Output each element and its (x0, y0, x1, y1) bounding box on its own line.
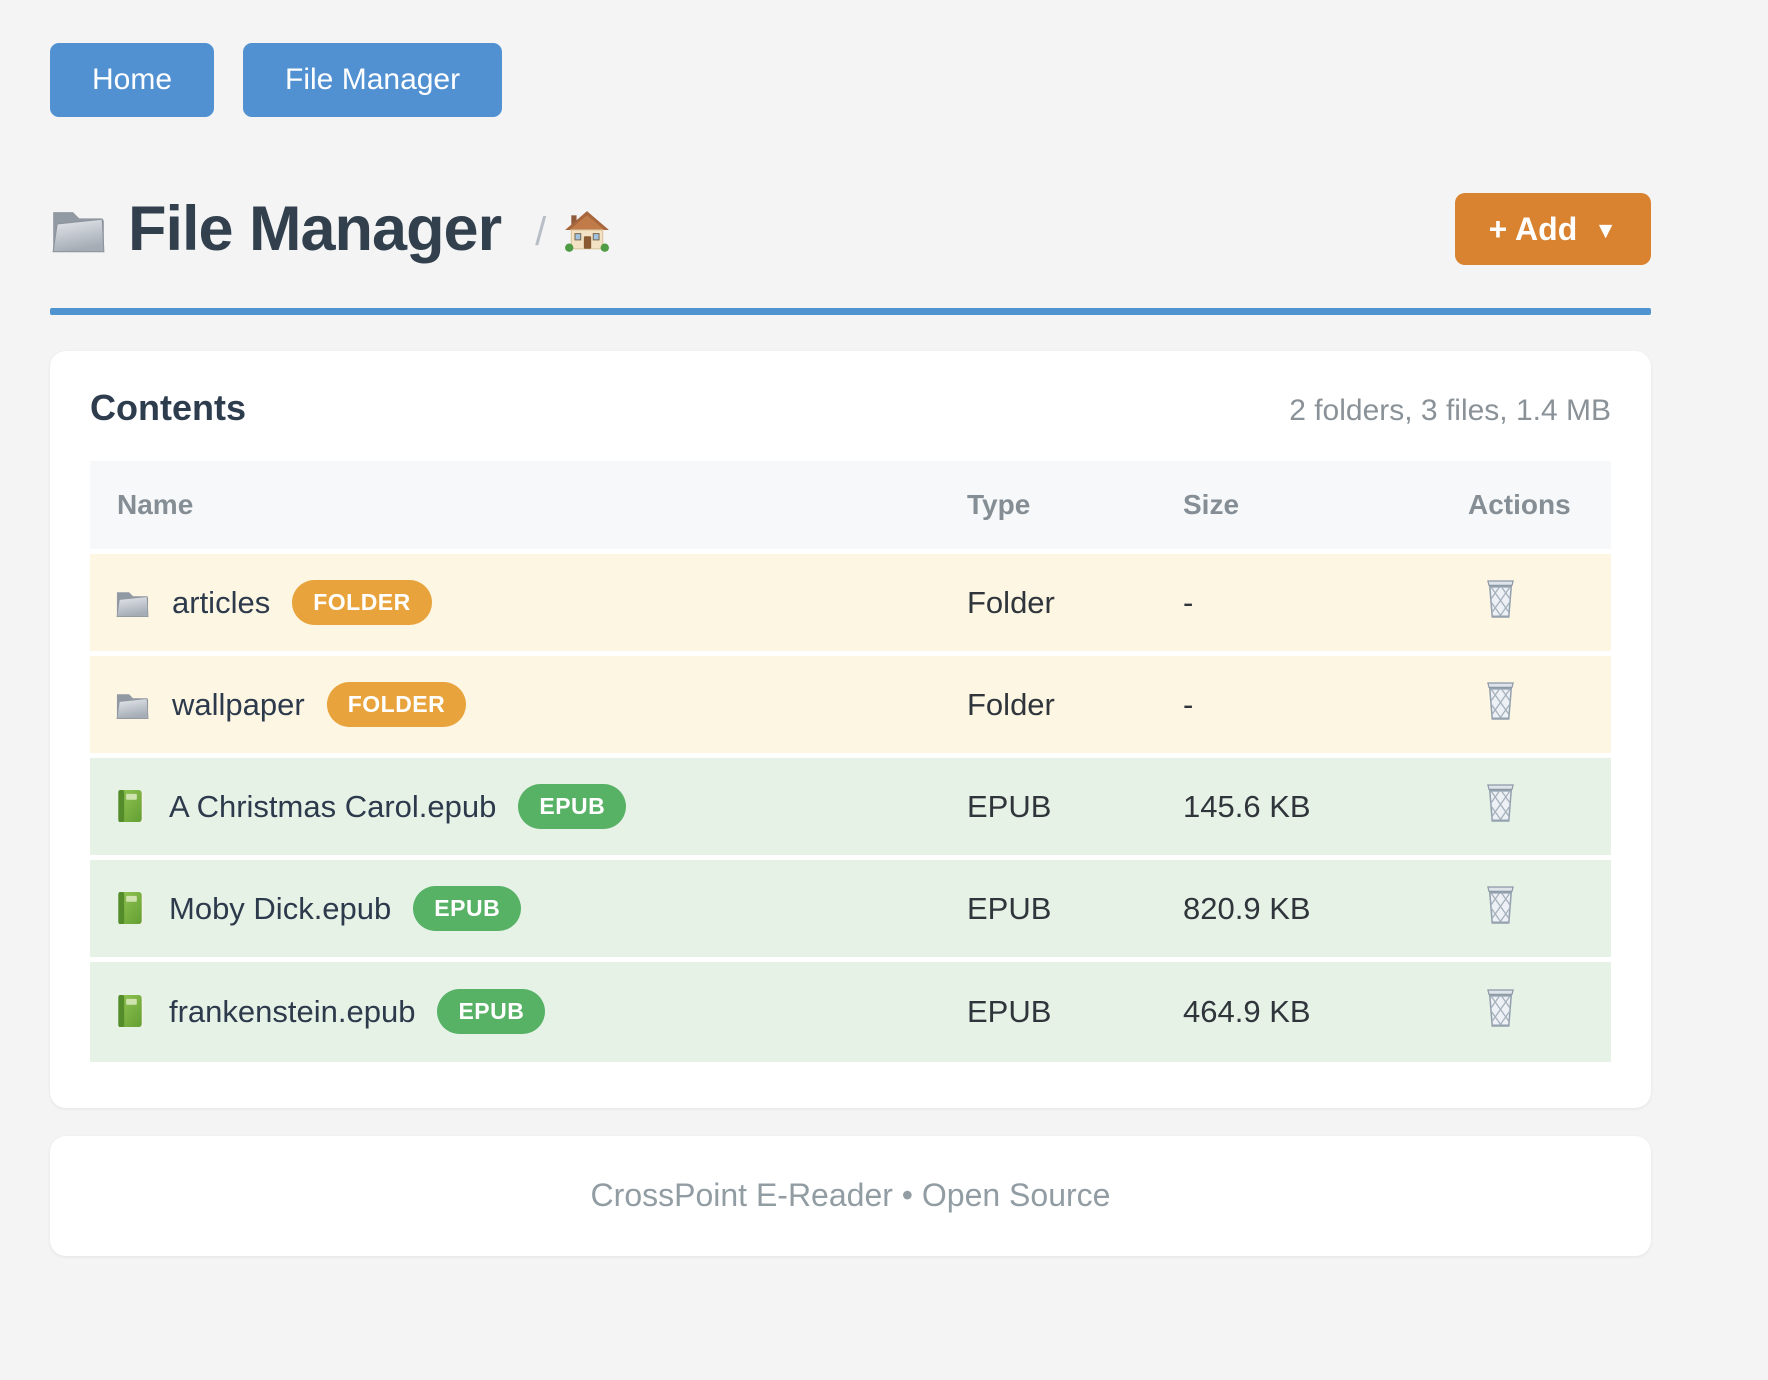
column-header-name: Name (90, 461, 967, 552)
row-type-icon (115, 689, 150, 721)
table-row: frankenstein.epub EPUB EPUB 464.9 KB (90, 957, 1611, 1062)
file-name-link[interactable]: wallpaper (172, 686, 305, 722)
caret-down-icon: ▼ (1594, 217, 1617, 243)
breadcrumb-separator: / (535, 209, 547, 254)
name-cell: articles FOLDER (90, 580, 967, 625)
type-cell: Folder (967, 651, 1183, 756)
type-cell: Folder (967, 549, 1183, 654)
file-table: Name Type Size Actions articles FOLDER (90, 461, 1611, 1062)
row-type-icon (115, 891, 147, 926)
add-button-label: + Add (1488, 210, 1578, 247)
table-row: A Christmas Carol.epub EPUB EPUB 145.6 K… (90, 753, 1611, 858)
size-cell: - (1183, 651, 1468, 756)
contents-summary: 2 folders, 3 files, 1.4 MB (1289, 394, 1611, 427)
trash-icon (1487, 580, 1514, 618)
row-type-icon (115, 587, 150, 619)
type-badge: EPUB (437, 989, 546, 1035)
name-cell: Moby Dick.epub EPUB (90, 886, 967, 931)
folder-icon (50, 204, 107, 255)
row-type-icon (115, 994, 147, 1029)
type-badge: FOLDER (292, 580, 432, 625)
column-header-type: Type (967, 461, 1183, 552)
title-underline (50, 308, 1651, 315)
type-cell: EPUB (967, 855, 1183, 960)
name-cell: frankenstein.epub EPUB (90, 989, 967, 1035)
trash-icon (1487, 989, 1514, 1027)
file-name-link[interactable]: articles (172, 584, 271, 620)
add-button[interactable]: + Add ▼ (1454, 193, 1651, 265)
page: Home File Manager File Manager / (50, 43, 1651, 1256)
contents-card-header: Contents 2 folders, 3 files, 1.4 MB (90, 387, 1611, 429)
table-row: Moby Dick.epub EPUB EPUB 820.9 KB (90, 855, 1611, 960)
delete-button[interactable] (1468, 987, 1518, 1028)
column-header-size: Size (1183, 461, 1468, 552)
page-header: File Manager / + Add ▼ (50, 193, 1651, 265)
breadcrumb-nav: Home File Manager (50, 43, 1651, 117)
nav-file-manager-button[interactable]: File Manager (243, 43, 503, 117)
type-badge: EPUB (518, 784, 627, 829)
nav-home-button[interactable]: Home (50, 43, 215, 117)
trash-icon (1487, 682, 1514, 720)
title-wrap: File Manager / (50, 193, 610, 265)
type-cell: EPUB (967, 957, 1183, 1062)
footer-text: CrossPoint E-Reader • Open Source (590, 1177, 1111, 1213)
size-cell: 820.9 KB (1183, 855, 1468, 960)
name-cell: wallpaper FOLDER (90, 682, 967, 727)
delete-button[interactable] (1468, 578, 1518, 619)
delete-button[interactable] (1468, 782, 1518, 823)
contents-card: Contents 2 folders, 3 files, 1.4 MB Name… (50, 351, 1651, 1108)
table-row: wallpaper FOLDER Folder - (90, 651, 1611, 756)
row-type-icon (115, 789, 147, 824)
type-badge: FOLDER (326, 682, 467, 727)
size-cell: - (1183, 549, 1468, 654)
footer: CrossPoint E-Reader • Open Source (50, 1135, 1651, 1256)
size-cell: 464.9 KB (1183, 957, 1468, 1062)
contents-heading: Contents (90, 387, 246, 428)
column-header-actions: Actions (1468, 461, 1611, 552)
table-header-row: Name Type Size Actions (90, 461, 1611, 552)
trash-icon (1487, 784, 1514, 822)
type-badge: EPUB (413, 886, 522, 931)
file-name-link[interactable]: frankenstein.epub (169, 993, 416, 1029)
table-row: articles FOLDER Folder - (90, 549, 1611, 654)
type-cell: EPUB (967, 753, 1183, 858)
trash-icon (1487, 886, 1514, 924)
size-cell: 145.6 KB (1183, 753, 1468, 858)
name-cell: A Christmas Carol.epub EPUB (90, 784, 967, 829)
file-name-link[interactable]: Moby Dick.epub (169, 890, 392, 926)
delete-button[interactable] (1468, 680, 1518, 721)
home-icon[interactable] (564, 210, 610, 252)
file-name-link[interactable]: A Christmas Carol.epub (169, 788, 497, 824)
page-title: File Manager (128, 194, 502, 264)
delete-button[interactable] (1468, 884, 1518, 925)
